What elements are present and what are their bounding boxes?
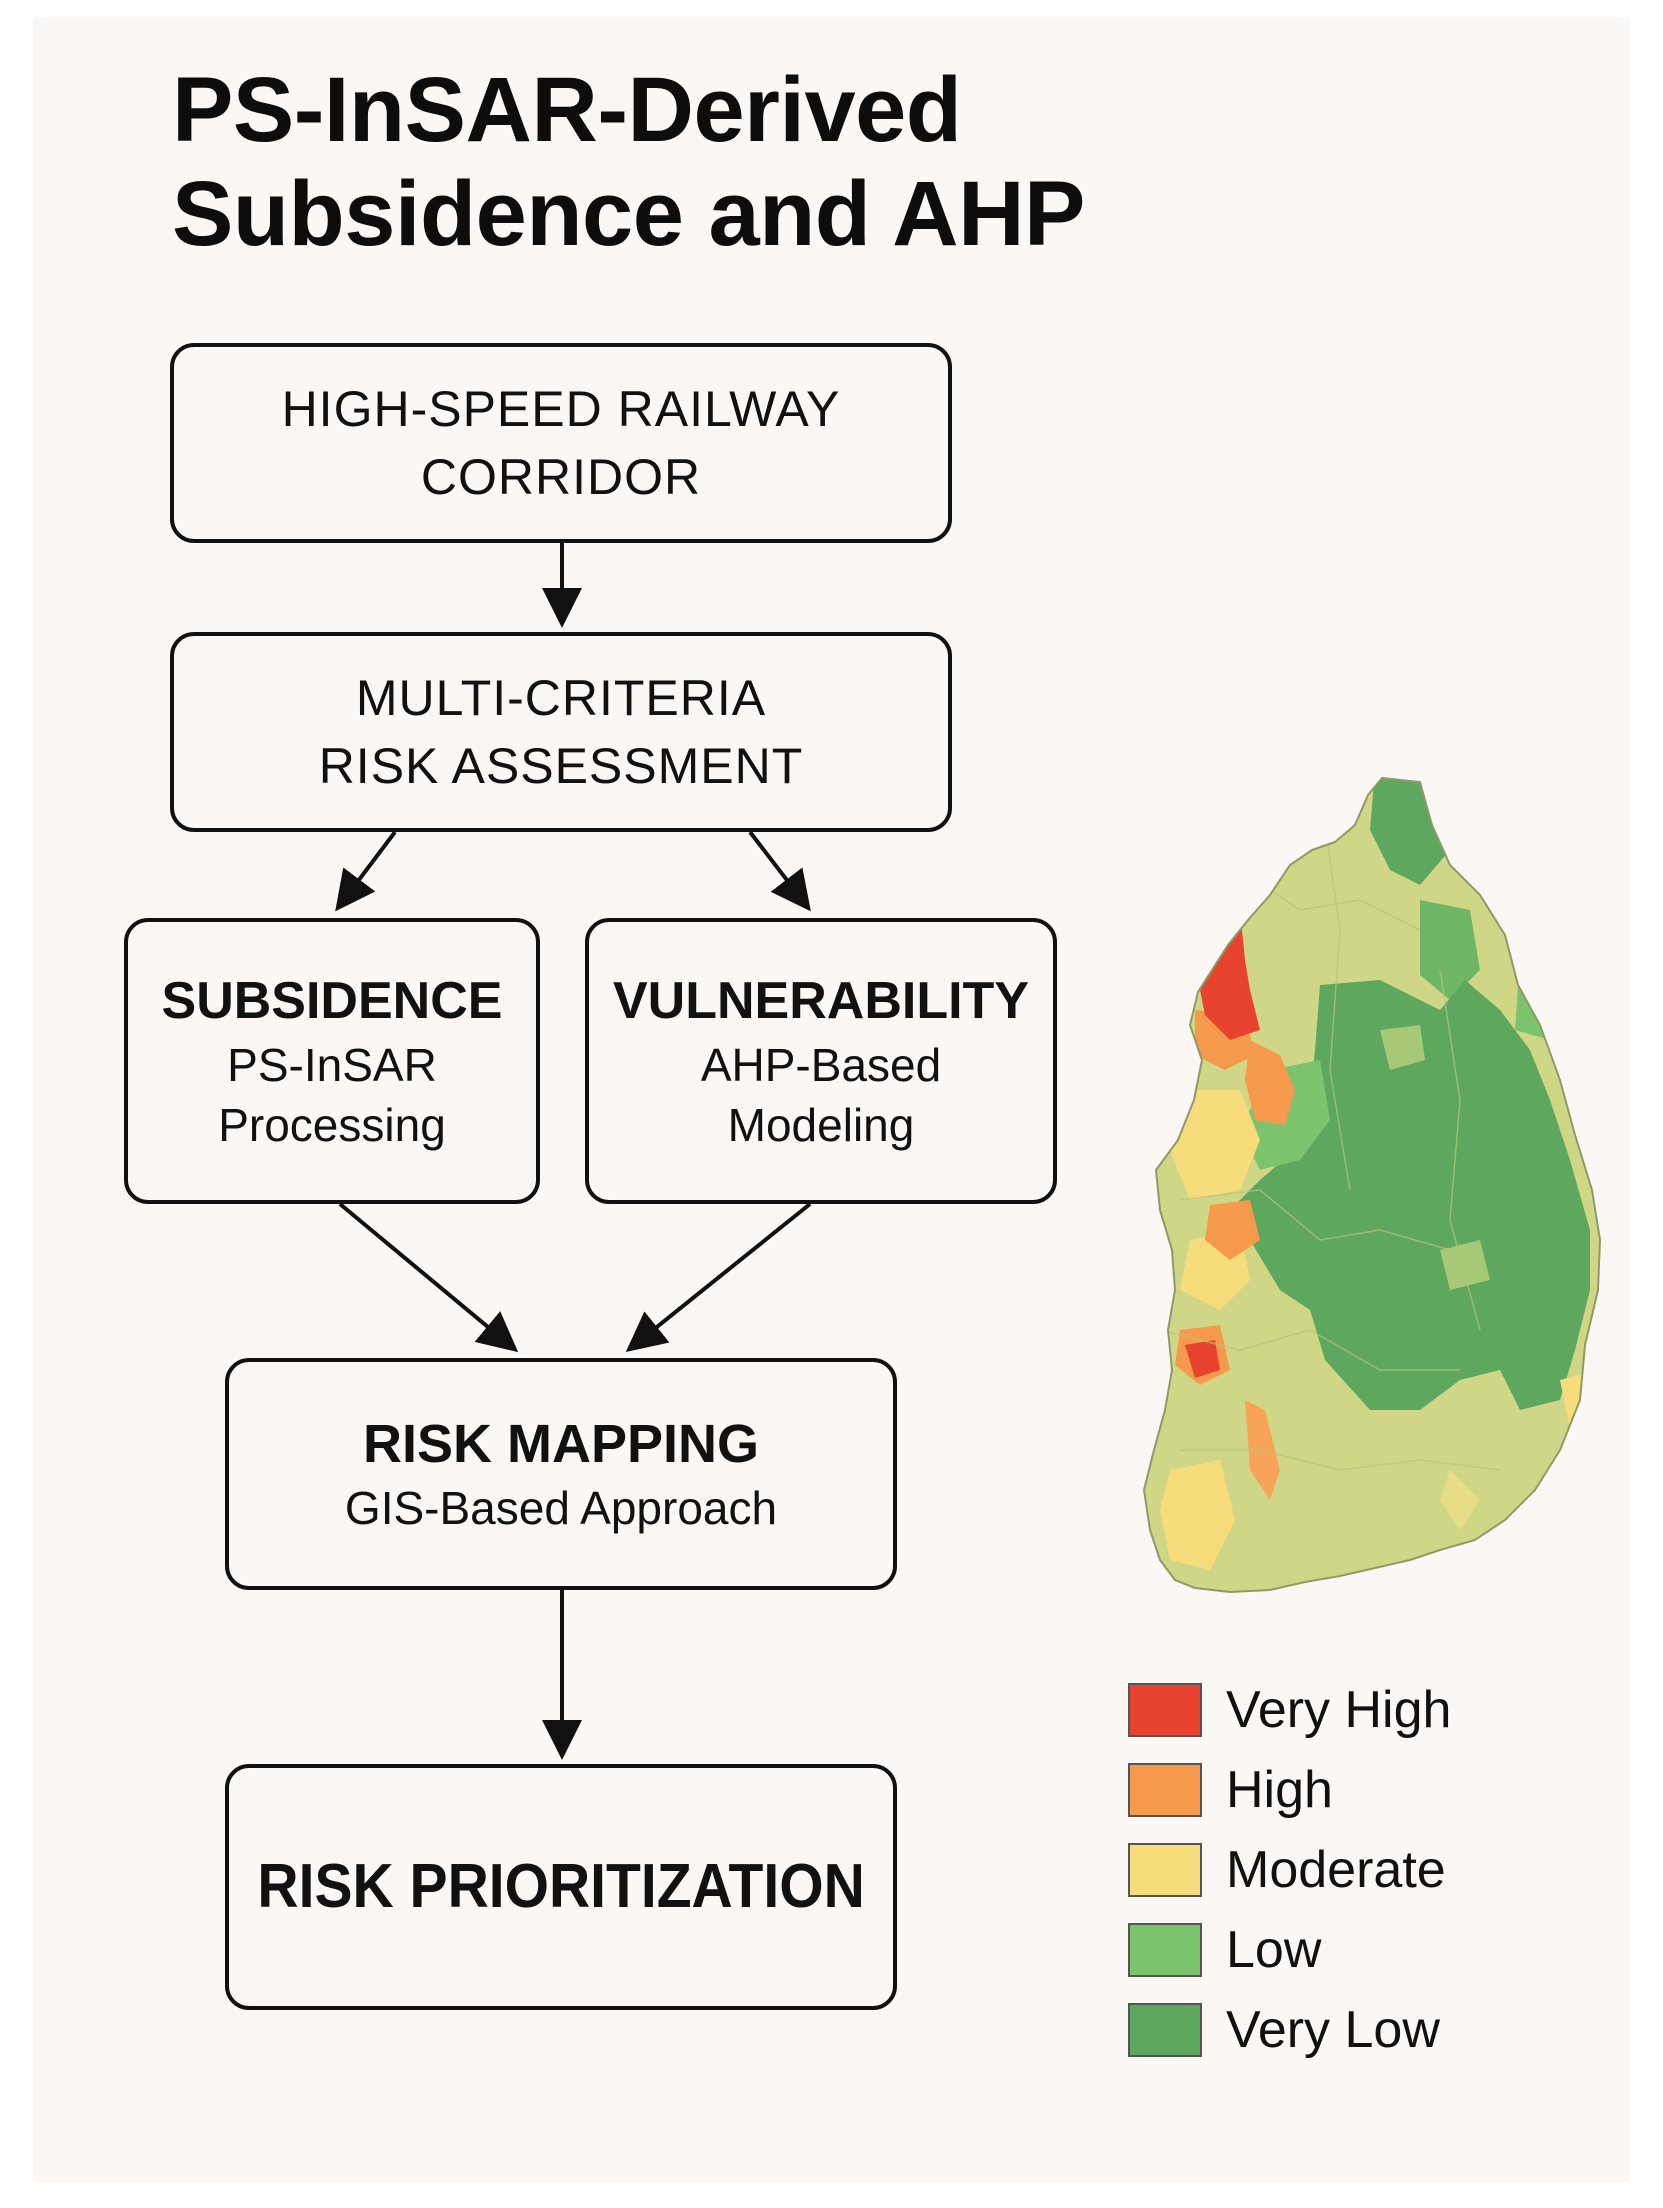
assessment-line-2: RISK ASSESSMENT <box>318 738 804 794</box>
legend-label: High <box>1226 1761 1333 1819</box>
map-moderate-region <box>1170 1090 1260 1200</box>
legend-item-high: High <box>1128 1750 1548 1830</box>
legend-swatch <box>1128 1843 1202 1897</box>
risk-legend: Very High High Moderate Low Very Low <box>1128 1670 1548 2070</box>
risk-prioritization-heading: RISK PRIORITIZATION <box>257 1852 865 1921</box>
vulnerability-box: VULNERABILITY AHP-Based Modeling <box>585 918 1057 1204</box>
map-very-high-region <box>1185 1340 1220 1378</box>
risk-prioritization-box: RISK PRIORITIZATION <box>225 1764 897 2010</box>
assessment-box: MULTI-CRITERIA RISK ASSESSMENT <box>170 632 952 832</box>
assessment-line-1: MULTI-CRITERIA <box>355 670 767 726</box>
legend-label: Low <box>1226 1921 1322 1979</box>
legend-label: Very High <box>1226 1681 1452 1739</box>
map-high-region <box>1245 1040 1295 1125</box>
map-low-region <box>1380 1025 1425 1070</box>
figure-title: PS-InSAR-Derived Subsidence and AHP <box>172 58 1085 266</box>
legend-item-very-high: Very High <box>1128 1670 1548 1750</box>
corridor-box: HIGH-SPEED RAILWAY CORRIDOR <box>170 343 952 543</box>
subsidence-box: SUBSIDENCE PS-InSAR Processing <box>124 918 540 1204</box>
legend-item-low: Low <box>1128 1910 1548 1990</box>
map-moderate-region <box>1440 1470 1480 1530</box>
title-line-2: Subsidence and AHP <box>172 163 1085 265</box>
risk-mapping-line-1: GIS-Based Approach <box>344 1482 778 1534</box>
vulnerability-heading: VULNERABILITY <box>613 972 1029 1030</box>
map-low-region <box>1440 1240 1490 1290</box>
risk-mapping-heading: RISK MAPPING <box>362 1414 760 1474</box>
corridor-line-1: HIGH-SPEED RAILWAY <box>281 381 841 437</box>
risk-mapping-box: RISK MAPPING GIS-Based Approach <box>225 1358 897 1590</box>
vulnerability-line-1: AHP-Based <box>700 1039 942 1091</box>
legend-swatch <box>1128 1763 1202 1817</box>
legend-swatch <box>1128 1923 1202 1977</box>
map-district-borders <box>1159 789 1501 1471</box>
legend-swatch <box>1128 2003 1202 2057</box>
legend-label: Moderate <box>1226 1841 1446 1899</box>
corridor-line-2: CORRIDOR <box>420 449 702 505</box>
map-very-low-region <box>1420 900 1480 1000</box>
map-moderate-region <box>1160 1460 1235 1570</box>
vulnerability-line-2: Modeling <box>727 1099 915 1151</box>
risk-map <box>1143 777 1601 1593</box>
map-low-region <box>1515 960 1560 1040</box>
legend-item-moderate: Moderate <box>1128 1830 1548 1910</box>
subsidence-heading: SUBSIDENCE <box>161 972 503 1030</box>
subsidence-line-1: PS-InSAR <box>227 1039 437 1091</box>
legend-swatch <box>1128 1683 1202 1737</box>
map-moderate-region <box>1510 890 1545 940</box>
subsidence-line-2: Processing <box>218 1099 446 1151</box>
title-line-1: PS-InSAR-Derived <box>172 59 962 161</box>
map-high-region <box>1205 1200 1260 1260</box>
legend-item-very-low: Very Low <box>1128 1990 1548 2070</box>
legend-label: Very Low <box>1226 2001 1440 2059</box>
